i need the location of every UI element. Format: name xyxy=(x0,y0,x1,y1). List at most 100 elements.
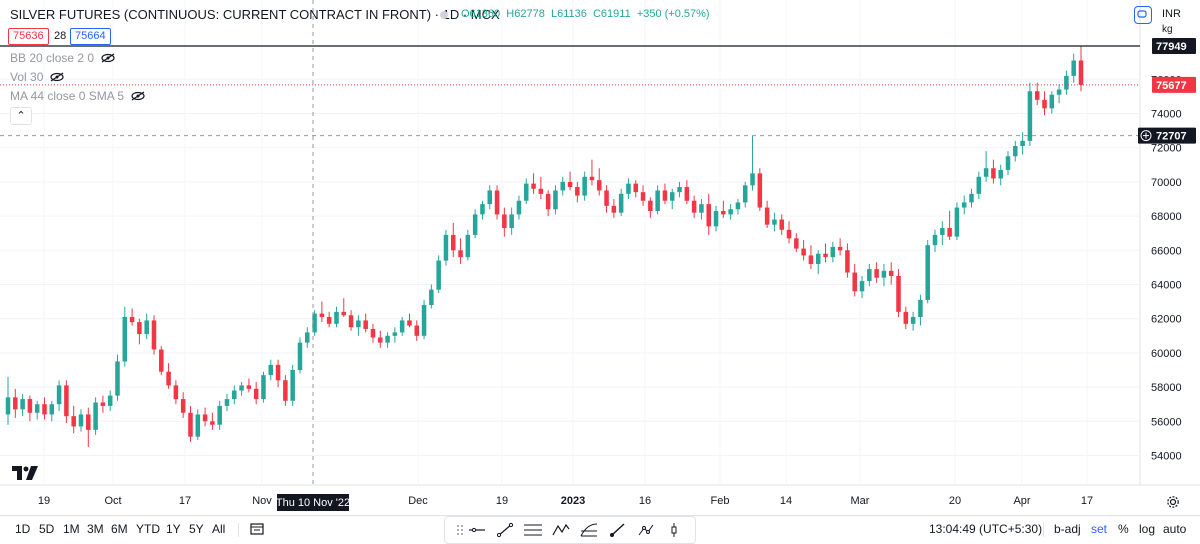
auto-button[interactable]: auto xyxy=(1163,522,1187,536)
eye-off-icon[interactable] xyxy=(49,72,65,82)
chart-area[interactable]: 54000 56000 58000 60000 62000 64000 66000 68000… xyxy=(0,0,1200,515)
candle-body xyxy=(1064,75,1069,90)
y-tick-label: 56000 xyxy=(1151,416,1182,428)
candle-body xyxy=(129,316,135,323)
candle-body xyxy=(575,187,580,196)
candle-body xyxy=(728,209,733,215)
x-tick-label: 17 xyxy=(1081,495,1093,507)
candle-body xyxy=(626,183,631,194)
parallel-channel-tool-icon[interactable] xyxy=(523,521,543,539)
candle-body xyxy=(531,183,536,189)
x-tick-label: 14 xyxy=(780,495,792,507)
candle-body xyxy=(71,416,76,427)
candle-body xyxy=(808,255,814,264)
clock-readout[interactable]: 13:04:49 (UTC+5:30) xyxy=(929,522,1043,536)
brush-tool-icon[interactable] xyxy=(608,521,628,539)
candle-body xyxy=(947,228,952,237)
horizontal-line-tool-icon[interactable] xyxy=(467,521,487,539)
measure-tool-icon[interactable] xyxy=(636,521,656,539)
candle-body xyxy=(443,234,449,261)
x-tick-label: Dec xyxy=(408,495,428,507)
b-adj-button[interactable]: b-adj xyxy=(1054,522,1081,536)
candle-body xyxy=(180,399,186,413)
timeframe-6m[interactable]: 6M xyxy=(111,522,128,536)
candle-body xyxy=(494,190,500,215)
candle-body xyxy=(363,320,368,329)
candle-body xyxy=(13,397,18,410)
timeframe-1d[interactable]: 1D xyxy=(15,522,31,536)
timeframe-1y[interactable]: 1Y xyxy=(166,522,181,536)
eye-off-icon[interactable] xyxy=(100,53,116,63)
candlestick-chart[interactable]: 54000 56000 58000 60000 62000 64000 66000 68000… xyxy=(0,0,1200,515)
candle-body xyxy=(429,289,434,306)
candle-body xyxy=(414,325,420,336)
candle-body xyxy=(356,320,361,328)
fib-tool-icon[interactable] xyxy=(579,521,599,539)
candle-body xyxy=(224,399,230,406)
indicator-bb[interactable]: BB 20 close 2 0 xyxy=(10,51,116,65)
candle-body xyxy=(27,399,33,413)
candle-body xyxy=(721,210,726,215)
forecast-tool-icon[interactable] xyxy=(664,521,684,539)
candle-body xyxy=(925,245,930,300)
candle-body xyxy=(677,187,682,193)
candle-body xyxy=(852,272,857,292)
indicator-vol[interactable]: Vol 30 xyxy=(10,70,65,84)
chart-title: SILVER FUTURES (CONTINUOUS: CURRENT CONT… xyxy=(10,7,500,22)
candle-body xyxy=(560,181,566,191)
candle-body xyxy=(662,190,668,201)
candle-body xyxy=(1005,156,1011,170)
log-button[interactable]: log xyxy=(1139,522,1156,536)
settings-gear-icon[interactable] xyxy=(1166,495,1180,509)
high-price-label: 77949 xyxy=(1156,41,1187,53)
date-range-icon[interactable] xyxy=(250,522,264,536)
candle-body xyxy=(1020,140,1025,146)
currency-label[interactable]: INR xyxy=(1162,8,1181,20)
indicator-bb-label: BB 20 close 2 0 xyxy=(10,51,95,65)
x-tick-label: Oct xyxy=(104,495,121,507)
candle-body xyxy=(596,180,602,191)
trend-line-tool-icon[interactable] xyxy=(495,521,515,539)
candle-body xyxy=(589,176,595,181)
candle-body xyxy=(122,316,128,362)
sell-price-box[interactable]: 75636 xyxy=(8,28,49,45)
candle-body xyxy=(253,388,259,400)
drag-handle-icon[interactable] xyxy=(450,521,470,539)
pattern-tool-icon[interactable] xyxy=(551,521,571,539)
candle-body xyxy=(801,248,806,256)
candle-body xyxy=(954,207,960,237)
compare-icon[interactable] xyxy=(1134,6,1152,24)
timeframe-3m[interactable]: 3M xyxy=(87,522,104,536)
unit-label[interactable]: kg xyxy=(1162,24,1173,35)
candle-body xyxy=(794,238,799,249)
drawing-toolbar xyxy=(444,516,696,544)
candle-body xyxy=(640,192,646,201)
candle-body xyxy=(210,421,215,425)
set-button[interactable]: set xyxy=(1091,522,1108,536)
candle-body xyxy=(837,246,843,251)
timeframe-all[interactable]: All xyxy=(212,522,226,536)
candle-body xyxy=(487,190,493,205)
y-tick-label: 60000 xyxy=(1151,348,1182,360)
candle-body xyxy=(392,332,398,336)
y-tick-label: 66000 xyxy=(1151,245,1182,257)
candle-body xyxy=(312,313,317,333)
buy-price-box[interactable]: 75664 xyxy=(70,28,111,45)
candle-body xyxy=(188,412,193,437)
timeframe-1m[interactable]: 1M xyxy=(63,522,80,536)
y-tick-label: 62000 xyxy=(1151,314,1182,326)
indicator-ma[interactable]: MA 44 close 0 SMA 5 xyxy=(10,89,146,103)
candle-body xyxy=(648,200,653,211)
collapse-legend-button[interactable]: ⌃ xyxy=(10,107,32,125)
percent-button[interactable]: % xyxy=(1118,522,1129,536)
candle-body xyxy=(523,183,529,201)
indicator-ma-label: MA 44 close 0 SMA 5 xyxy=(10,89,125,103)
candle-body xyxy=(1013,145,1018,157)
candle-body xyxy=(538,188,544,194)
candle-body xyxy=(334,311,339,324)
timeframe-ytd[interactable]: YTD xyxy=(136,522,160,536)
candle-body xyxy=(5,397,11,415)
timeframe-5d[interactable]: 5D xyxy=(39,522,55,536)
eye-off-icon[interactable] xyxy=(130,91,146,101)
timeframe-5y[interactable]: 5Y xyxy=(189,522,204,536)
